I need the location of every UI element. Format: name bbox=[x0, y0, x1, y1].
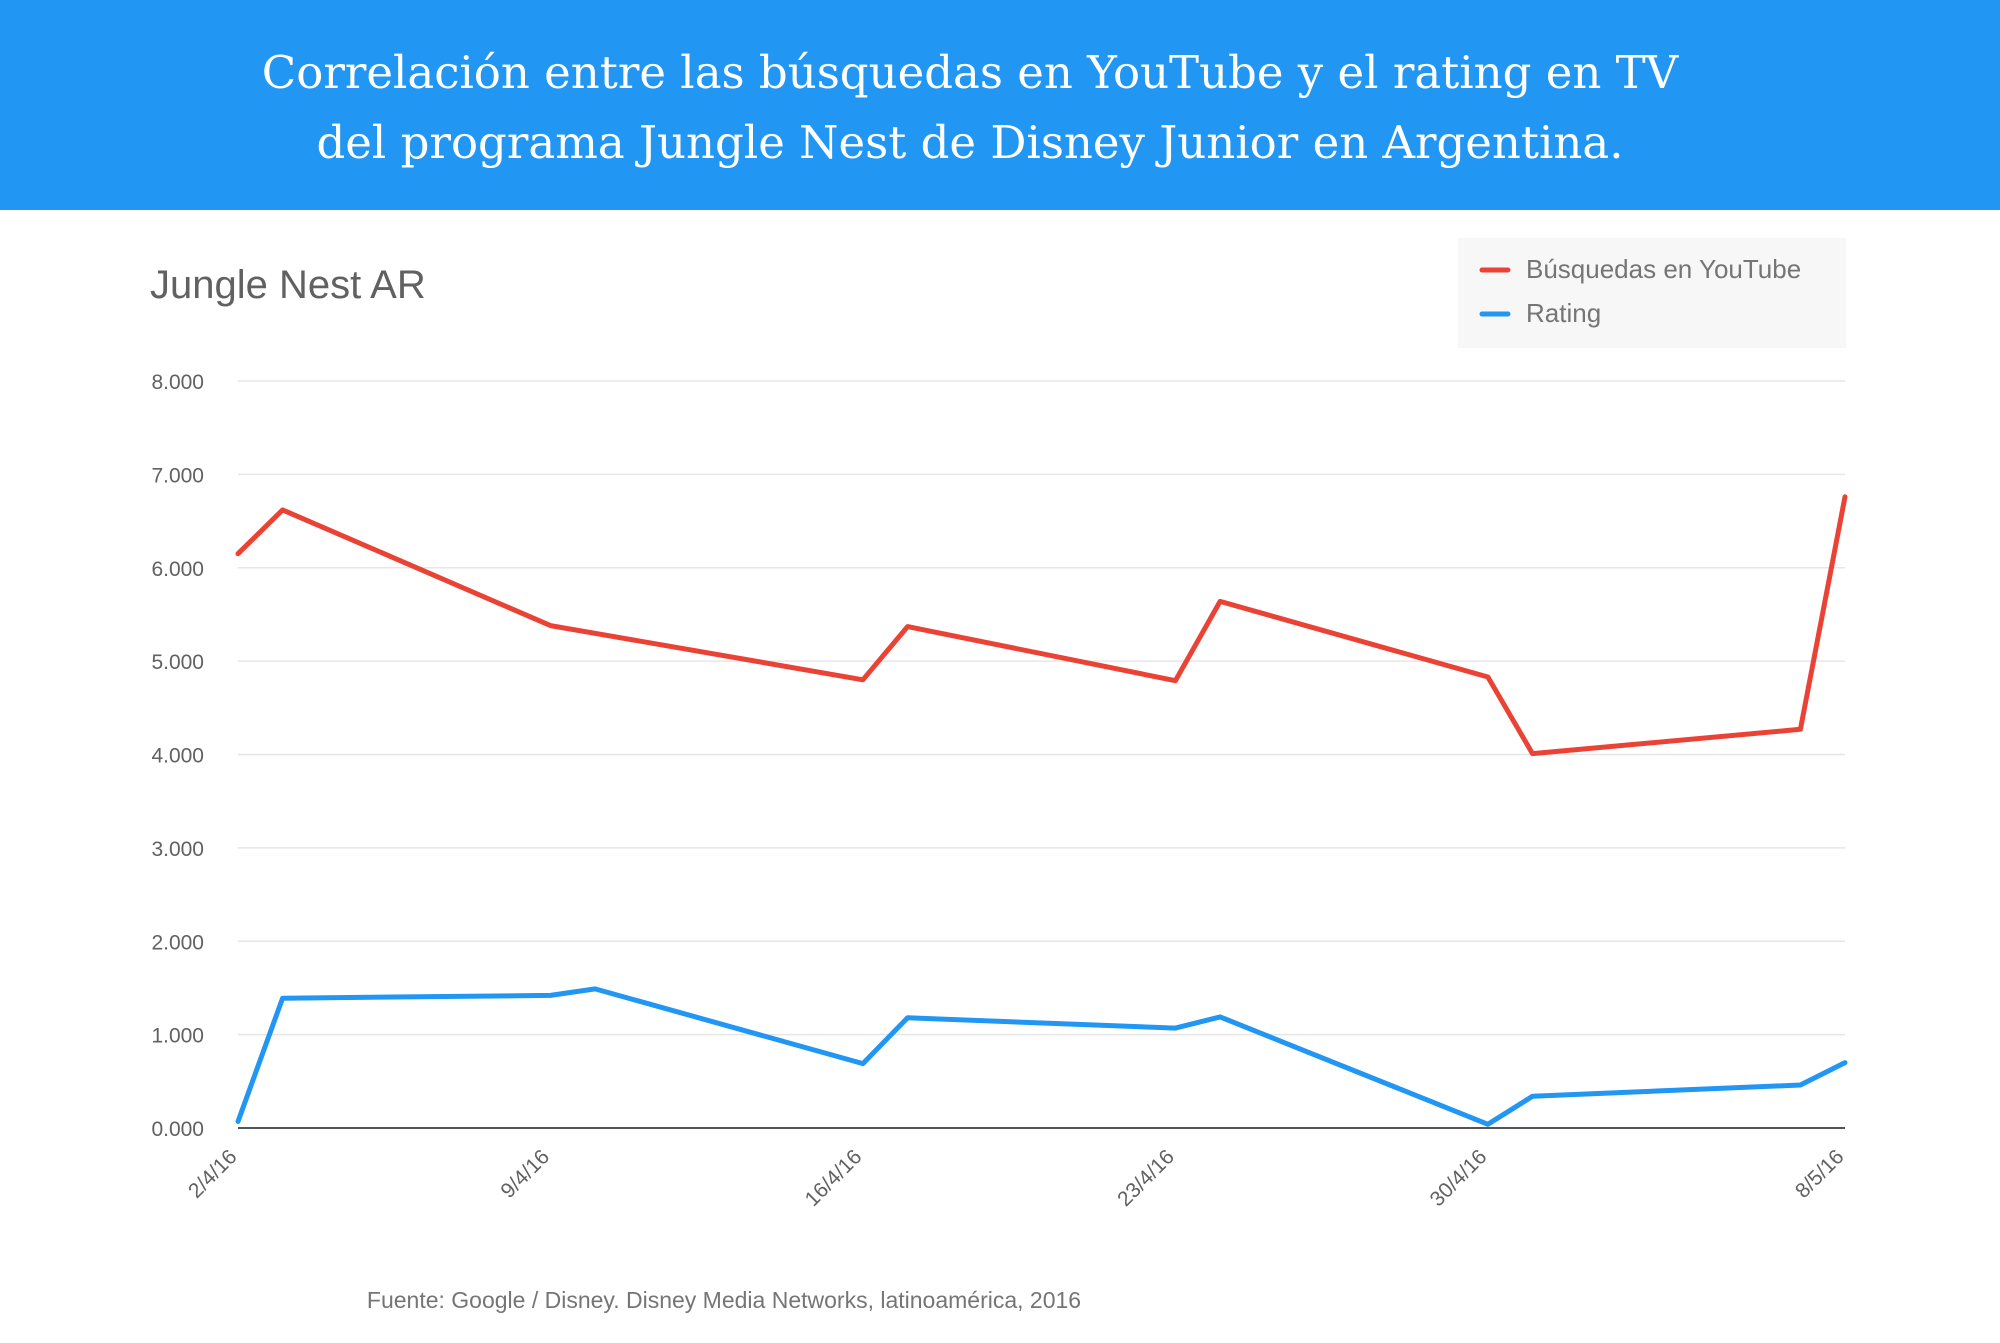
y-tick-label: 1.000 bbox=[151, 1025, 204, 1048]
series-lines bbox=[235, 494, 1848, 1127]
x-tick-label: 2/4/16 bbox=[184, 1145, 242, 1203]
x-tick-label: 8/5/16 bbox=[1791, 1145, 1849, 1203]
y-tick-label: 7.000 bbox=[151, 464, 204, 487]
y-tick-label: 4.000 bbox=[151, 745, 204, 768]
y-tick-label: 5.000 bbox=[151, 651, 204, 674]
y-tick-label: 8.000 bbox=[151, 371, 204, 394]
legend-label-rating: Rating bbox=[1526, 298, 1601, 328]
x-axis-tick-labels: 2/4/16 9/4/16 16/4/16 23/4/16 30/4/16 8/5/16 bbox=[184, 1145, 1849, 1211]
y-axis-tick-labels: 0.000 1.000 2.000 3.000 4.000 5.000 6.000 7.000… bbox=[151, 371, 204, 1141]
x-tick-label: 23/4/16 bbox=[1113, 1145, 1179, 1211]
header-banner: Correlación entre las búsquedas en YouTu… bbox=[0, 0, 2000, 210]
x-tick-label: 30/4/16 bbox=[1426, 1145, 1492, 1211]
x-tick-label: 9/4/16 bbox=[496, 1145, 554, 1203]
series-line-busquedas bbox=[235, 494, 1848, 757]
y-tick-label: 2.000 bbox=[151, 931, 204, 954]
grid-lines bbox=[238, 380, 1845, 1036]
legend: Búsquedas en YouTube Rating bbox=[1458, 238, 1846, 348]
header-title-line-1: Correlación entre las búsquedas en YouTu… bbox=[261, 46, 1679, 99]
source-note: Fuente: Google / Disney. Disney Media Ne… bbox=[366, 1287, 1082, 1313]
y-tick-label: 3.000 bbox=[151, 838, 204, 861]
header-title: Correlación entre las búsquedas en YouTu… bbox=[0, 38, 1940, 178]
chart-title: Jungle Nest AR bbox=[150, 263, 426, 307]
x-tick-label: 16/4/16 bbox=[801, 1145, 867, 1211]
legend-background bbox=[1458, 238, 1846, 348]
y-tick-label: 6.000 bbox=[151, 558, 204, 581]
series-line-rating bbox=[235, 986, 1848, 1127]
legend-label-busquedas: Búsquedas en YouTube bbox=[1526, 254, 1801, 284]
y-tick-label: 0.000 bbox=[151, 1118, 204, 1141]
header-title-line-2: del programa Jungle Nest de Disney Junio… bbox=[316, 116, 1624, 169]
